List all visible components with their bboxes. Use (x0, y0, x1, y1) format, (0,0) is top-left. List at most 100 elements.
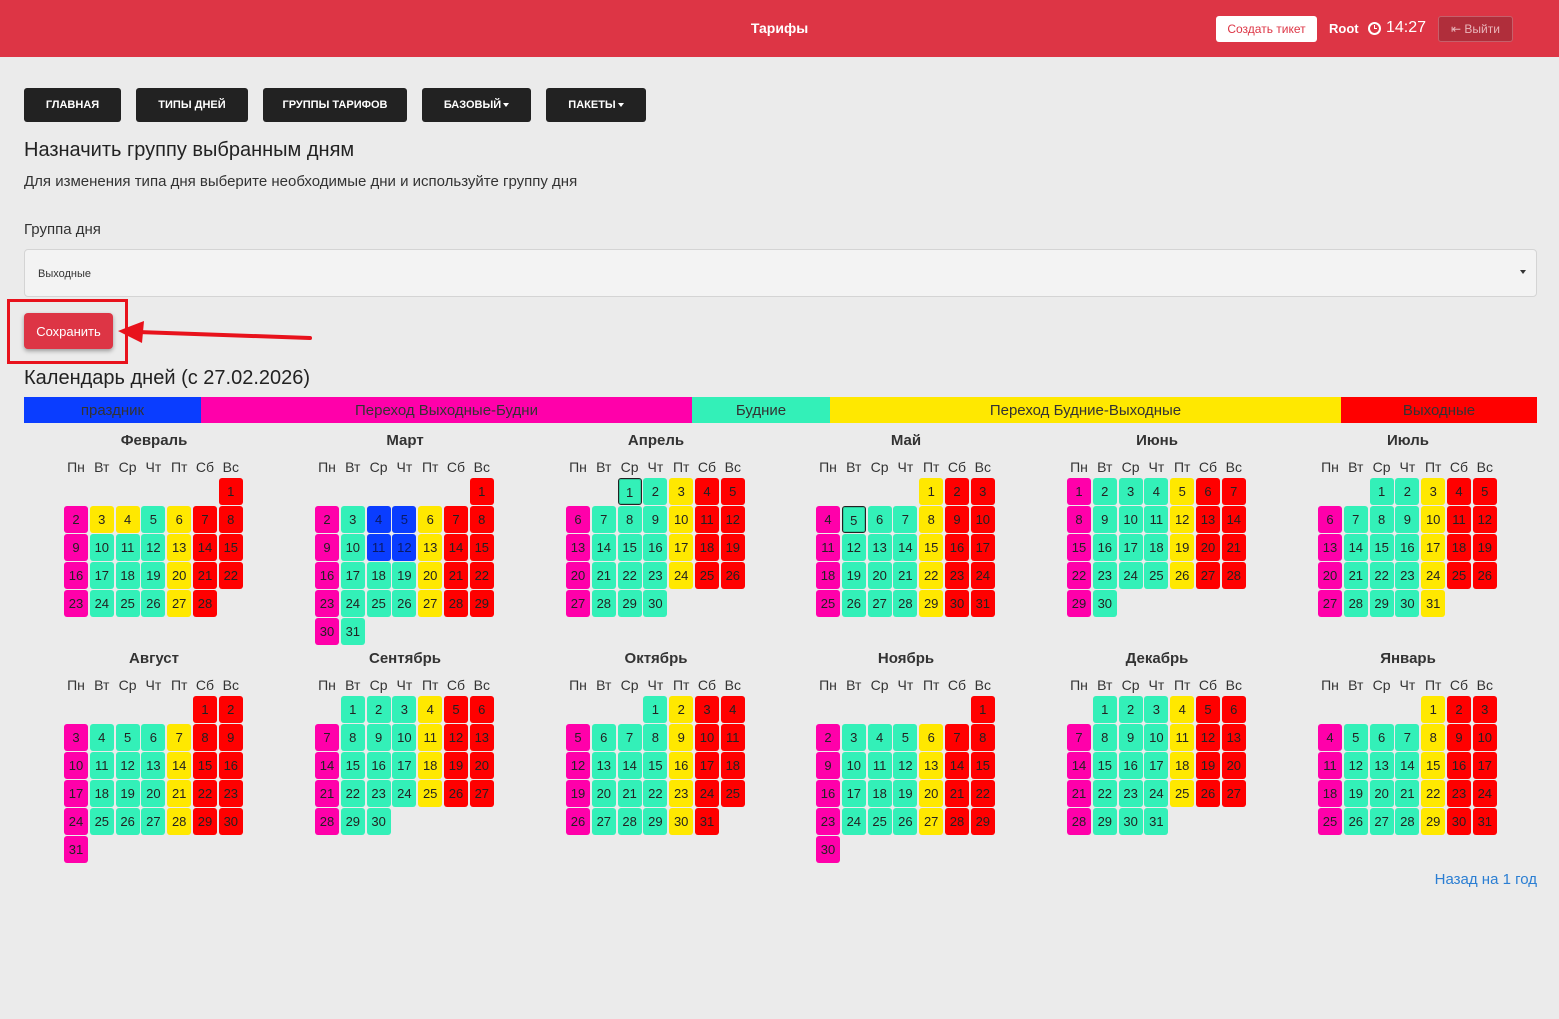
calendar-day[interactable]: 10 (340, 534, 365, 561)
calendar-day[interactable]: 8 (1421, 724, 1446, 751)
calendar-day[interactable]: 3 (1472, 696, 1497, 723)
calendar-day[interactable]: 19 (1196, 752, 1220, 779)
calendar-day[interactable]: 23 (816, 808, 840, 835)
calendar-day[interactable]: 31 (1421, 590, 1446, 617)
calendar-day[interactable]: 12 (141, 534, 166, 561)
calendar-day[interactable]: 20 (919, 780, 944, 807)
calendar-day[interactable]: 6 (1318, 506, 1342, 533)
calendar-day[interactable]: 1 (617, 478, 642, 505)
calendar-day[interactable]: 25 (115, 590, 140, 617)
calendar-day[interactable]: 11 (1447, 506, 1471, 533)
calendar-day[interactable]: 10 (64, 752, 88, 779)
calendar-day[interactable]: 5 (893, 724, 918, 751)
calendar-day[interactable]: 18 (1447, 534, 1471, 561)
calendar-day[interactable]: 19 (1472, 534, 1497, 561)
calendar-day[interactable]: 18 (1318, 780, 1342, 807)
calendar-day[interactable]: 4 (1144, 478, 1169, 505)
calendar-day[interactable]: 15 (1369, 534, 1394, 561)
calendar-day[interactable]: 9 (1395, 506, 1420, 533)
calendar-day[interactable]: 14 (591, 534, 616, 561)
calendar-day[interactable]: 20 (867, 562, 892, 589)
calendar-day[interactable]: 9 (218, 724, 243, 751)
calendar-day[interactable]: 22 (218, 562, 243, 589)
calendar-day[interactable]: 24 (1472, 780, 1497, 807)
calendar-day[interactable]: 30 (669, 808, 694, 835)
calendar-day[interactable]: 2 (218, 696, 243, 723)
calendar-day[interactable]: 14 (444, 534, 468, 561)
calendar-day[interactable]: 30 (816, 836, 840, 863)
calendar-day[interactable]: 24 (1421, 562, 1446, 589)
calendar-day[interactable]: 29 (1067, 590, 1091, 617)
calendar-day[interactable]: 10 (695, 724, 719, 751)
calendar-day[interactable]: 16 (1118, 752, 1143, 779)
calendar-day[interactable]: 3 (392, 696, 417, 723)
calendar-day[interactable]: 8 (970, 724, 995, 751)
calendar-day[interactable]: 4 (720, 696, 745, 723)
calendar-day[interactable]: 20 (167, 562, 192, 589)
calendar-day[interactable]: 18 (695, 534, 719, 561)
calendar-day[interactable]: 9 (315, 534, 339, 561)
calendar-day[interactable]: 10 (1472, 724, 1497, 751)
calendar-day[interactable]: 6 (418, 506, 443, 533)
calendar-day[interactable]: 29 (340, 808, 365, 835)
calendar-day[interactable]: 11 (366, 534, 391, 561)
calendar-day[interactable]: 13 (141, 752, 166, 779)
calendar-day[interactable]: 23 (1447, 780, 1471, 807)
calendar-day[interactable]: 3 (695, 696, 719, 723)
calendar-day[interactable]: 22 (919, 562, 944, 589)
calendar-day[interactable]: 19 (115, 780, 140, 807)
calendar-day[interactable]: 26 (1343, 808, 1368, 835)
calendar-day[interactable]: 6 (141, 724, 166, 751)
calendar-day[interactable]: 29 (970, 808, 995, 835)
calendar-day[interactable]: 2 (816, 724, 840, 751)
calendar-day[interactable]: 2 (669, 696, 694, 723)
calendar-day[interactable]: 14 (1395, 752, 1420, 779)
calendar-day[interactable]: 15 (1092, 752, 1117, 779)
calendar-day[interactable]: 4 (816, 506, 840, 533)
calendar-day[interactable]: 5 (841, 506, 866, 533)
calendar-day[interactable]: 22 (617, 562, 642, 589)
calendar-day[interactable]: 26 (720, 562, 745, 589)
calendar-day[interactable]: 11 (1170, 724, 1195, 751)
calendar-day[interactable]: 6 (1221, 696, 1246, 723)
calendar-day[interactable]: 3 (64, 724, 88, 751)
calendar-day[interactable]: 22 (193, 780, 217, 807)
calendar-day[interactable]: 9 (1092, 506, 1117, 533)
calendar-day[interactable]: 28 (1343, 590, 1368, 617)
calendar-day[interactable]: 27 (469, 780, 494, 807)
calendar-day[interactable]: 3 (1118, 478, 1143, 505)
calendar-day[interactable]: 3 (669, 478, 694, 505)
calendar-day[interactable]: 13 (1318, 534, 1342, 561)
calendar-day[interactable]: 30 (1118, 808, 1143, 835)
calendar-day[interactable]: 15 (617, 534, 642, 561)
calendar-day[interactable]: 23 (315, 590, 339, 617)
calendar-day[interactable]: 30 (1447, 808, 1471, 835)
calendar-day[interactable]: 2 (643, 478, 668, 505)
calendar-day[interactable]: 1 (469, 478, 494, 505)
calendar-day[interactable]: 13 (919, 752, 944, 779)
calendar-day[interactable]: 17 (970, 534, 995, 561)
calendar-day[interactable]: 11 (1318, 752, 1342, 779)
nav-tariff-groups-button[interactable]: ГРУППЫ ТАРИФОВ (263, 88, 407, 122)
calendar-day[interactable]: 6 (867, 506, 892, 533)
calendar-day[interactable]: 12 (1196, 724, 1220, 751)
calendar-day[interactable]: 14 (617, 752, 642, 779)
calendar-day[interactable]: 8 (469, 506, 494, 533)
calendar-day[interactable]: 7 (193, 506, 217, 533)
calendar-day[interactable]: 30 (366, 808, 391, 835)
calendar-day[interactable]: 17 (695, 752, 719, 779)
calendar-day[interactable]: 31 (64, 836, 88, 863)
calendar-day[interactable]: 21 (167, 780, 192, 807)
calendar-day[interactable]: 26 (1196, 780, 1220, 807)
calendar-day[interactable]: 27 (1318, 590, 1342, 617)
calendar-day[interactable]: 15 (340, 752, 365, 779)
calendar-day[interactable]: 10 (669, 506, 694, 533)
calendar-day[interactable]: 6 (167, 506, 192, 533)
calendar-day[interactable]: 19 (392, 562, 417, 589)
calendar-day[interactable]: 18 (89, 780, 114, 807)
calendar-day[interactable]: 11 (695, 506, 719, 533)
calendar-day[interactable]: 24 (392, 780, 417, 807)
calendar-day[interactable]: 27 (167, 590, 192, 617)
calendar-day[interactable]: 26 (141, 590, 166, 617)
calendar-day[interactable]: 2 (366, 696, 391, 723)
